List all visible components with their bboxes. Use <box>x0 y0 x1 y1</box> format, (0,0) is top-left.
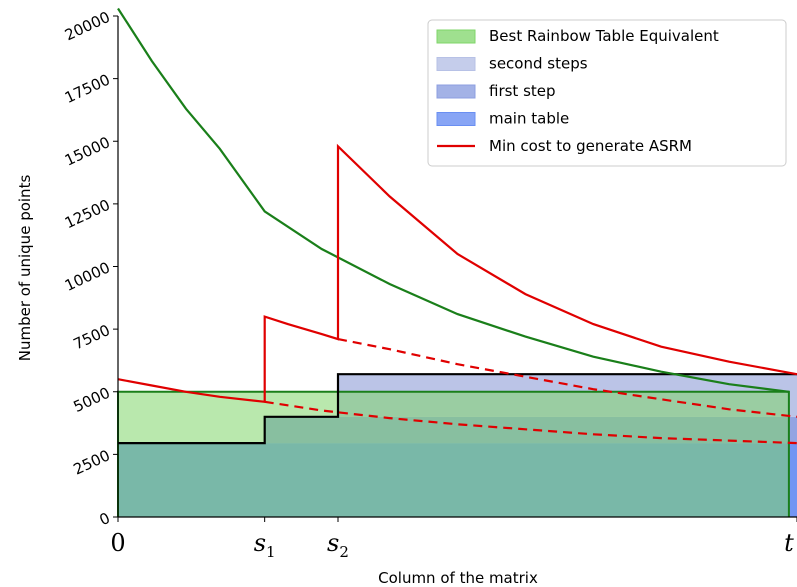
legend-label: Best Rainbow Table Equivalent <box>489 27 719 45</box>
legend-swatch <box>436 84 476 99</box>
x-axis-title: Column of the matrix <box>378 569 538 587</box>
x-tick-label: t <box>784 529 794 557</box>
legend-label: second steps <box>489 55 588 73</box>
legend-swatch <box>436 112 476 126</box>
y-tick-label: 10000 <box>62 258 113 294</box>
plot-fills <box>118 374 797 517</box>
x-tick-label: 0 <box>110 529 125 557</box>
y-tick-label: 20000 <box>62 8 113 44</box>
y-tick-label: 17500 <box>62 70 113 106</box>
y-ticks: 0 2500 5000 7500 10000 12500 15000 17500 20000 <box>62 8 118 529</box>
y-tick-label: 2500 <box>71 446 113 478</box>
legend-label: main table <box>489 110 569 128</box>
x-tick-label: s1 <box>254 529 276 561</box>
y-tick-label: 12500 <box>62 196 113 232</box>
staircase-outline <box>118 373 797 445</box>
legend-box <box>427 19 787 167</box>
best-rainbow-area <box>118 391 789 517</box>
min-cost-line-2 <box>337 338 797 418</box>
y-tick-label: 7500 <box>71 321 113 353</box>
y-tick-label: 0 <box>97 509 113 529</box>
legend-label: Min cost to generate ASRM <box>489 137 692 155</box>
x-tick-label: s2 <box>327 529 349 561</box>
legend-swatch <box>436 57 476 71</box>
y-axis-title: Number of unique points <box>16 175 34 362</box>
decay-curve <box>117 7 790 393</box>
legend-swatch <box>436 29 476 44</box>
y-tick-label: 5000 <box>71 384 113 416</box>
legend: Best Rainbow Table Equivalent second step… <box>427 19 787 167</box>
x-ticks: 0 s1 s2 t <box>110 517 797 561</box>
plot-lines <box>117 7 797 517</box>
min-cost-line-3 <box>264 400 797 445</box>
y-tick-label: 15000 <box>62 133 113 169</box>
legend-label: first step <box>489 82 556 100</box>
